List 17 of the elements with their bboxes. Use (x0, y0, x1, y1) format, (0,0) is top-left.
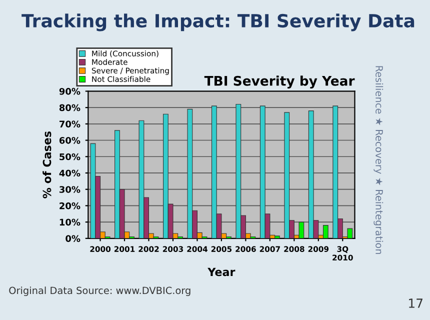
y-tick-label: 40% (59, 170, 80, 177)
text: Resilience ★ Recovery ★ Reintegration (374, 66, 384, 254)
y-tick-label: 70% (60, 120, 80, 128)
y-tick-label: 10% (60, 218, 80, 226)
y-tick-label: 90% (59, 88, 80, 95)
y-tick-label: 20% (60, 202, 80, 210)
y-tick-label: 80% (59, 104, 80, 112)
y-tick-label: 30% (60, 186, 80, 193)
y-tick-label: 50% (60, 153, 80, 160)
text: Original Data Source: www.DVBIC.org (9, 286, 190, 296)
y-tick-label: 0% (66, 235, 80, 242)
chart-subtitle: TBI Severity by Year (204, 76, 355, 88)
chart-title: Tracking the Impact: TBI Severity Data (22, 14, 414, 32)
y-axis-title: % of Cases (42, 131, 52, 198)
text: 17 (409, 298, 422, 308)
x-axis-title: Year (208, 268, 236, 276)
y-tick-label: 60% (59, 136, 80, 144)
